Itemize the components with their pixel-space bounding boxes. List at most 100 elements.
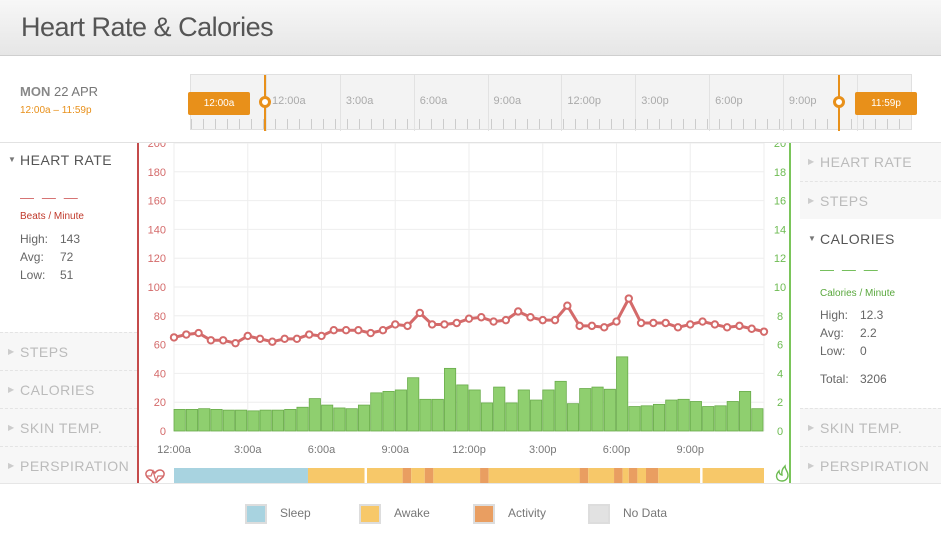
heart-rate-point — [587, 321, 597, 331]
x-tick-label: 9:00a — [381, 444, 409, 456]
calorie-bar — [689, 401, 702, 432]
heart-rate-point — [292, 334, 302, 344]
right-active-metric[interactable]: ▼ CALORIES — [808, 231, 895, 247]
calorie-bar — [726, 401, 739, 432]
heart-rate-point — [686, 320, 695, 329]
heart-rate-point — [341, 326, 351, 335]
timeline-gridline — [339, 75, 341, 131]
heart-rate-point — [489, 317, 498, 326]
caret-right-icon: ▶ — [8, 461, 15, 470]
caret-right-icon: ▶ — [808, 423, 815, 432]
heart-rate-point — [735, 321, 744, 331]
heart-rate-point — [268, 337, 277, 346]
activity-segment-activity — [628, 468, 638, 483]
activity-segment-awake — [622, 468, 629, 483]
calorie-bar — [394, 389, 407, 432]
heart-rate-point — [218, 336, 228, 345]
timeline-scrubber[interactable]: 12:00a 3:00a 6:00a 9:00a 12:00p 3:00p 6:00p 9:0… — [190, 74, 912, 131]
heart-rate-point — [391, 320, 400, 329]
y-left-tick-label: 160 — [148, 196, 166, 208]
timeline-gridline — [413, 75, 415, 131]
calorie-bar — [677, 398, 690, 432]
heart-rate-point — [538, 315, 547, 325]
timeline-label: 9:00a — [493, 95, 522, 107]
timeline-start-knob[interactable] — [259, 96, 271, 108]
y-right-tick-label: 18 — [774, 167, 786, 179]
caret-right-icon: ▶ — [8, 385, 15, 394]
left-item-steps[interactable]: ▶ STEPS — [0, 332, 137, 370]
left-active-metric[interactable]: ▼ HEART RATE — [8, 152, 113, 168]
timeline-gridline — [635, 75, 637, 131]
right-item-skin-temp[interactable]: ▶ SKIN TEMP. — [800, 408, 941, 446]
calorie-bar — [493, 386, 506, 432]
calorie-bar — [579, 388, 592, 432]
calorie-bar — [407, 377, 420, 432]
heart-rate-point — [317, 331, 326, 341]
left-stat-low: Low: 51 — [20, 268, 74, 282]
heart-rate-icon — [145, 469, 165, 485]
y-left-tick-label: 140 — [148, 224, 166, 236]
heart-rate-point — [231, 338, 240, 348]
calorie-bar — [517, 389, 530, 432]
calorie-bar — [591, 386, 604, 432]
heart-rate-point — [600, 323, 609, 332]
x-tick-label: 6:00a — [308, 444, 336, 456]
heart-rate-point — [759, 327, 769, 336]
timeline-label: 6:00a — [419, 95, 448, 107]
caret-right-icon: ▶ — [808, 157, 815, 166]
left-stat-high: High: 143 — [20, 232, 81, 246]
right-active-title: CALORIES — [820, 231, 895, 247]
calorie-bar — [665, 399, 678, 432]
legend-label: Awake — [394, 506, 430, 520]
heart-rate-point — [636, 318, 646, 328]
left-item-perspiration[interactable]: ▶ PERSPIRATION — [0, 446, 137, 484]
timeline-label: 12:00p — [567, 95, 602, 107]
calorie-bar — [456, 384, 469, 432]
right-stat-high: High: 12.3 — [820, 308, 884, 322]
activity-segment-awake — [702, 468, 764, 483]
timeline-start-handle[interactable]: 12:00a — [188, 92, 250, 115]
calorie-bar — [296, 406, 309, 432]
y-right-tick-label: 6 — [777, 340, 783, 352]
timeline-end-handle[interactable]: 11:59p — [855, 92, 917, 115]
heart-rate-point — [698, 317, 707, 326]
calorie-bar — [321, 404, 334, 432]
activity-segment-awake — [433, 468, 481, 483]
right-item-heart-rate[interactable]: ▶ HEART RATE — [800, 143, 941, 181]
caret-down-icon: ▼ — [808, 234, 817, 243]
weekday: MON — [20, 84, 51, 99]
calorie-bar — [345, 408, 358, 432]
left-active-title: HEART RATE — [20, 152, 113, 168]
y-right-tick-label: 12 — [774, 253, 786, 265]
calorie-bar — [566, 403, 580, 432]
date-range: 12:00a – 11:59p — [20, 105, 92, 116]
right-item-steps[interactable]: ▶ STEPS — [800, 181, 941, 219]
calorie-bar — [480, 402, 493, 432]
heart-rate-point — [526, 313, 535, 322]
y-left-tick-label: 0 — [160, 426, 166, 438]
left-item-calories[interactable]: ▶ CALORIES — [0, 370, 137, 408]
left-item-skin-temp[interactable]: ▶ SKIN TEMP. — [0, 408, 137, 446]
legend: Sleep Awake Activity No Data — [0, 483, 941, 538]
calorie-bar — [530, 399, 543, 432]
calorie-bar — [357, 404, 371, 432]
calorie-bar — [198, 408, 211, 432]
calorie-bar — [419, 398, 432, 432]
heart-rate-point — [440, 320, 449, 329]
x-tick-label: 9:00p — [676, 444, 704, 456]
x-tick-label: 3:00a — [234, 444, 262, 456]
calorie-bar — [210, 408, 223, 432]
calorie-bar — [542, 389, 555, 432]
y-right-tick-label: 10 — [774, 282, 786, 294]
calorie-bar — [235, 409, 248, 432]
right-stat-total: Total: 3206 — [820, 372, 887, 386]
legend-swatch-activity — [473, 504, 495, 524]
timeline-gridline — [487, 75, 489, 131]
activity-segment-awake — [488, 468, 580, 483]
right-item-perspiration[interactable]: ▶ PERSPIRATION — [800, 446, 941, 484]
timeline-end-knob[interactable] — [833, 96, 845, 108]
calorie-bar — [652, 403, 666, 432]
y-right-tick-label: 8 — [777, 311, 783, 323]
x-tick-label: 3:00p — [529, 444, 557, 456]
calorie-bar — [739, 390, 752, 432]
